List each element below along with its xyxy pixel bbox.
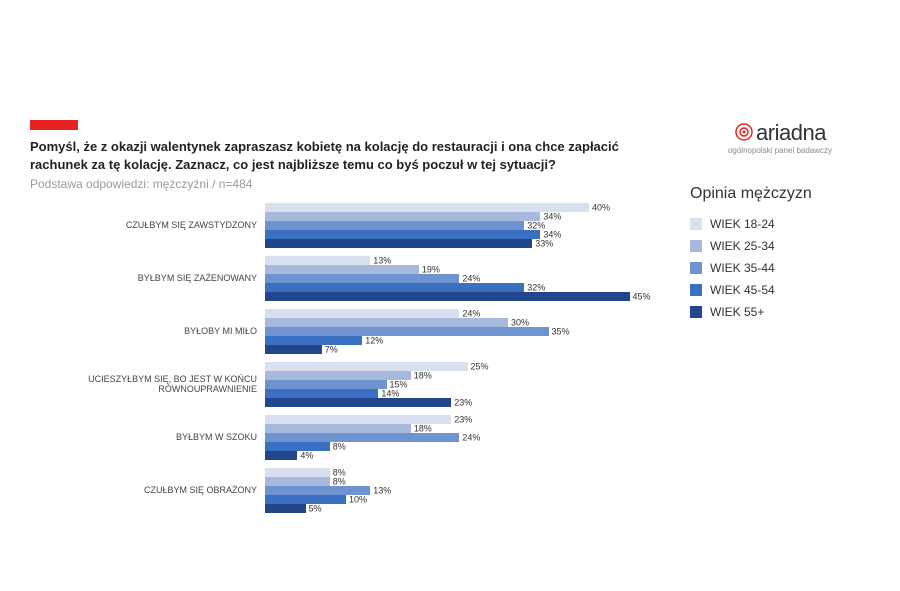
bar-value-label: 14% <box>378 388 399 398</box>
bar: 7% <box>265 345 322 354</box>
bar: 24% <box>265 433 459 442</box>
category-label: CZUŁBYM SIĘ ZAWSTYDZONY <box>30 203 265 248</box>
bar-value-label: 13% <box>370 485 391 495</box>
bar-value-label: 45% <box>630 291 651 301</box>
bar: 33% <box>265 239 532 248</box>
legend-item: WIEK 25-34 <box>690 239 870 253</box>
bar-value-label: 33% <box>532 238 553 248</box>
bar-value-label: 32% <box>524 282 545 292</box>
category-label: BYŁBYM W SZOKU <box>30 415 265 460</box>
chart-panel: Pomyśl, że z okazji walentynek zapraszas… <box>30 120 670 521</box>
bar-value-label: 40% <box>589 202 610 212</box>
bar: 25% <box>265 362 468 371</box>
bar: 4% <box>265 451 297 460</box>
bar-group: 25%18%15%14%23% <box>265 362 670 407</box>
bar-value-label: 8% <box>330 476 346 486</box>
bar: 23% <box>265 398 451 407</box>
bar-chart: CZUŁBYM SIĘ ZAWSTYDZONY40%34%32%34%33%BY… <box>30 203 670 513</box>
legend-label: WIEK 35-44 <box>710 261 775 275</box>
brand-tagline: ogólnopolski panel badawczy <box>690 146 870 155</box>
chart-row: BYŁBYM SIĘ ZAŻENOWANY13%19%24%32%45% <box>30 256 670 301</box>
category-label: BYŁOBY MI MIŁO <box>30 309 265 354</box>
legend-items: WIEK 18-24 WIEK 25-34 WIEK 35-44 WIEK 45-54… <box>690 217 870 319</box>
bar-value-label: 35% <box>549 326 570 336</box>
chart-row: BYŁBYM W SZOKU23%18%24%8%4% <box>30 415 670 460</box>
legend-swatch <box>690 240 702 252</box>
bar: 24% <box>265 309 459 318</box>
bar: 14% <box>265 389 378 398</box>
bar: 13% <box>265 256 370 265</box>
chart-row: CZUŁBYM SIĘ ZAWSTYDZONY40%34%32%34%33% <box>30 203 670 248</box>
bar-value-label: 7% <box>322 344 338 354</box>
bar-value-label: 19% <box>419 264 440 274</box>
bar-value-label: 23% <box>451 414 472 424</box>
bar: 8% <box>265 468 330 477</box>
bar-value-label: 10% <box>346 494 367 504</box>
bar-group: 24%30%35%12%7% <box>265 309 670 354</box>
legend-label: WIEK 45-54 <box>710 283 775 297</box>
legend-item: WIEK 18-24 <box>690 217 870 231</box>
bar: 32% <box>265 283 524 292</box>
bar: 34% <box>265 230 540 239</box>
bar-value-label: 25% <box>468 361 489 371</box>
bar: 35% <box>265 327 549 336</box>
brand-name: ariadna <box>756 120 826 145</box>
chart-subtitle: Podstawa odpowiedzi: mężczyźni / n=484 <box>30 177 670 191</box>
bar-value-label: 4% <box>297 450 313 460</box>
chart-row: CZUŁBYM SIĘ OBRAŻONY8%8%13%10%5% <box>30 468 670 513</box>
legend-label: WIEK 18-24 <box>710 217 775 231</box>
legend-item: WIEK 55+ <box>690 305 870 319</box>
legend-swatch <box>690 306 702 318</box>
bar-value-label: 12% <box>362 335 383 345</box>
bar: 5% <box>265 504 306 513</box>
bar: 8% <box>265 477 330 486</box>
bar-value-label: 5% <box>306 503 322 513</box>
bar-value-label: 30% <box>508 317 529 327</box>
legend-panel: ariadna ogólnopolski panel badawczy Opin… <box>690 120 870 521</box>
accent-bar <box>30 120 78 130</box>
bar-group: 40%34%32%34%33% <box>265 203 670 248</box>
bar-group: 23%18%24%8%4% <box>265 415 670 460</box>
bar: 34% <box>265 212 540 221</box>
bar: 30% <box>265 318 508 327</box>
legend-swatch <box>690 284 702 296</box>
bar: 12% <box>265 336 362 345</box>
legend-item: WIEK 35-44 <box>690 261 870 275</box>
legend-label: WIEK 55+ <box>710 305 764 319</box>
bar-value-label: 24% <box>459 432 480 442</box>
bar-value-label: 23% <box>451 397 472 407</box>
category-label: BYŁBYM SIĘ ZAŻENOWANY <box>30 256 265 301</box>
legend-title: Opinia mężczyzn <box>690 185 870 203</box>
legend-swatch <box>690 262 702 274</box>
bar: 45% <box>265 292 630 301</box>
bar-value-label: 18% <box>411 423 432 433</box>
brand-icon <box>734 122 754 148</box>
bar-value-label: 13% <box>370 255 391 265</box>
bar: 19% <box>265 265 419 274</box>
legend-swatch <box>690 218 702 230</box>
bar-value-label: 24% <box>459 273 480 283</box>
bar: 32% <box>265 221 524 230</box>
brand-logo: ariadna ogólnopolski panel badawczy <box>690 120 870 155</box>
bar-value-label: 24% <box>459 308 480 318</box>
category-label: UCIESZYŁBYM SIĘ, BO JEST W KOŃCU RÓWNOUP… <box>30 362 265 407</box>
legend-item: WIEK 45-54 <box>690 283 870 297</box>
bar-value-label: 8% <box>330 441 346 451</box>
bar-group: 8%8% 13%10% 5% <box>265 468 670 513</box>
bar: 18% <box>265 424 411 433</box>
chart-title: Pomyśl, że z okazji walentynek zapraszas… <box>30 138 670 173</box>
chart-row: BYŁOBY MI MIŁO24%30%35%12%7% <box>30 309 670 354</box>
chart-row: UCIESZYŁBYM SIĘ, BO JEST W KOŃCU RÓWNOUP… <box>30 362 670 407</box>
bar: 15% <box>265 380 387 389</box>
category-label: CZUŁBYM SIĘ OBRAŻONY <box>30 468 265 513</box>
bar-group: 13%19%24%32%45% <box>265 256 670 301</box>
legend-label: WIEK 25-34 <box>710 239 775 253</box>
bar: 24% <box>265 274 459 283</box>
bar-value-label: 18% <box>411 370 432 380</box>
